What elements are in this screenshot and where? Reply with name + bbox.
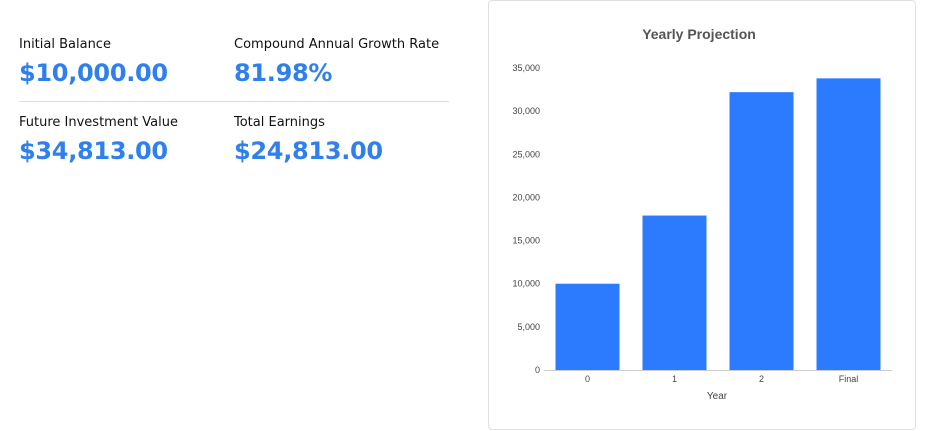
future-value-stat: Future Investment Value $34,813.00 xyxy=(19,114,234,166)
x-tick-label: 2 xyxy=(759,374,764,384)
y-tick-label: 5,000 xyxy=(517,322,540,332)
stats-row-bottom: Future Investment Value $34,813.00 Total… xyxy=(19,114,449,166)
yearly-projection-chart-card: Yearly Projection 0 5,000 10,000 15,000 20,0… xyxy=(488,0,916,430)
initial-balance-stat: Initial Balance $10,000.00 xyxy=(19,36,234,88)
x-tick-label: Final xyxy=(839,374,859,384)
y-tick-label: 0 xyxy=(535,365,540,375)
stats-row-top: Initial Balance $10,000.00 Compound Annu… xyxy=(19,36,449,88)
stats-panel: Initial Balance $10,000.00 Compound Annu… xyxy=(19,36,449,166)
cagr-stat: Compound Annual Growth Rate 81.98% xyxy=(234,36,449,88)
y-axis-ticks: 0 5,000 10,000 15,000 20,000 25,000 30,000 35,0… xyxy=(512,63,540,375)
initial-balance-value: $10,000.00 xyxy=(19,59,168,87)
bars xyxy=(555,78,881,371)
initial-balance-label: Initial Balance xyxy=(19,37,111,52)
x-tick-label: 1 xyxy=(672,374,677,384)
cagr-value: 81.98% xyxy=(234,59,333,87)
bar-0[interactable] xyxy=(555,283,620,370)
bar-2[interactable] xyxy=(729,92,794,370)
future-value-label: Future Investment Value xyxy=(19,115,178,130)
bar-final[interactable] xyxy=(816,78,881,371)
x-axis-ticks: 0 1 2 Final xyxy=(585,374,858,384)
y-tick-label: 25,000 xyxy=(512,149,540,159)
future-value-value: $34,813.00 xyxy=(19,137,168,165)
total-earnings-value: $24,813.00 xyxy=(234,137,383,165)
yearly-projection-chart: Yearly Projection 0 5,000 10,000 15,000 20,0… xyxy=(512,26,892,402)
y-tick-label: 15,000 xyxy=(512,236,540,246)
total-earnings-label: Total Earnings xyxy=(234,115,325,130)
x-tick-label: 0 xyxy=(585,374,590,384)
y-tick-label: 10,000 xyxy=(512,279,540,289)
y-tick-label: 35,000 xyxy=(512,63,540,73)
y-tick-label: 20,000 xyxy=(512,192,540,202)
x-axis-label: Year xyxy=(707,391,728,402)
total-earnings-stat: Total Earnings $24,813.00 xyxy=(234,114,449,166)
y-tick-label: 30,000 xyxy=(512,106,540,116)
bar-1[interactable] xyxy=(642,215,707,370)
cagr-label: Compound Annual Growth Rate xyxy=(234,37,440,52)
stats-divider xyxy=(19,101,449,102)
chart-title: Yearly Projection xyxy=(642,26,756,42)
